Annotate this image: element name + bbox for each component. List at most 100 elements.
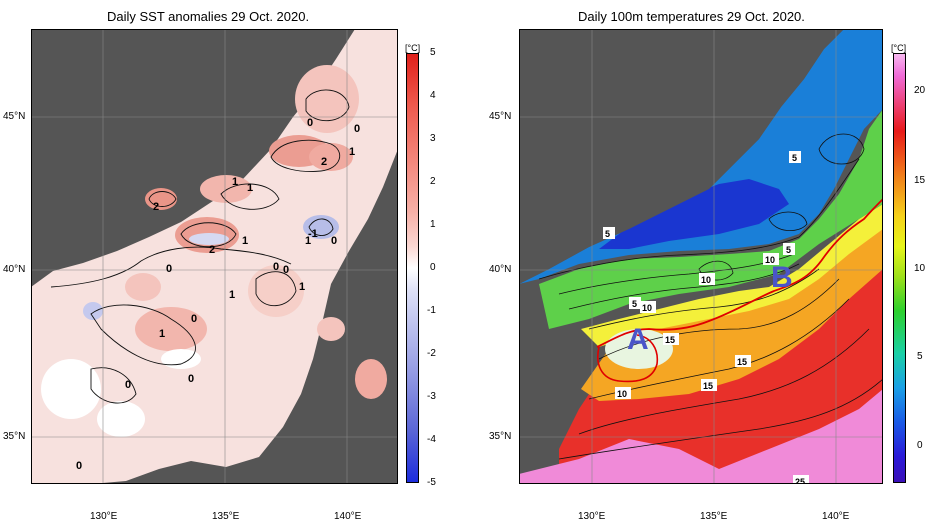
contour-label: 15 (737, 357, 747, 367)
left-lat-label: 35°N (3, 431, 26, 442)
contour-label: 5 (605, 229, 610, 239)
contour-label: 0 (307, 117, 313, 129)
contour-label: 0 (76, 460, 82, 472)
sst-anomaly-map: 0 0 2 1 1 1 2 2 1 1 0 0 -1 0 1 0 1 0 0 0 (31, 29, 398, 484)
contour-label: 0 (331, 235, 337, 247)
right-contour-labels: 5 5 5 10 10 5 10 15 15 15 10 20 25 (603, 151, 809, 484)
contour-label: 1 (159, 328, 165, 340)
anomaly-contours (50, 89, 350, 404)
contour-label: 1 (247, 182, 253, 194)
left-map-title: Daily SST anomalies 29 Oct. 2020. (107, 9, 310, 24)
contour-label-box: 10 (615, 387, 631, 399)
right-lon-label: 140°E (822, 511, 850, 522)
yellow-zone (581, 204, 883, 347)
contour-label: 0 (191, 313, 197, 325)
colorbar-label: 15 (914, 175, 926, 186)
contour-label-box: 10 (763, 253, 779, 265)
cold-zone (519, 29, 883, 284)
contour-label: 15 (703, 381, 713, 391)
colorbar-label: 0 (430, 262, 436, 273)
polar-front-line (596, 198, 883, 348)
region-label-a: A (627, 323, 649, 356)
contour-label: 1 (229, 289, 235, 301)
right-map-title: Daily 100m temperatures 29 Oct. 2020. (578, 9, 805, 24)
contour-label-box: 15 (735, 355, 751, 367)
contour-label-box: 15 (663, 333, 679, 345)
contour-label: 1 (299, 281, 305, 293)
contour-label: 1 (232, 176, 238, 188)
right-lon-label: 130°E (578, 511, 606, 522)
contour-label: 1 (349, 146, 355, 158)
colorbar-label: 10 (914, 263, 926, 274)
sst-anomaly-colorbar (406, 53, 419, 483)
temp-100m-colorbar (893, 53, 906, 483)
colorbar-label: 4 (430, 90, 436, 101)
right-lat-label: 45°N (489, 111, 512, 122)
contour-label-box: 10 (699, 273, 715, 285)
contour-label: 0 (188, 373, 194, 385)
left-lon-label: 130°E (90, 511, 118, 522)
colorbar-label: 2 (430, 176, 436, 187)
very-cold-zone (599, 179, 789, 249)
contour-label: 1 (305, 235, 311, 247)
right-colorbar-unit: [°C] (891, 43, 907, 53)
contour-label: 2 (153, 201, 159, 213)
contour-label: 5 (786, 245, 791, 255)
right-lon-label: 135°E (700, 511, 728, 522)
left-lat-label: 40°N (3, 264, 26, 275)
contour-label: 10 (765, 255, 775, 265)
contour-label: 1 (242, 235, 248, 247)
right-lat-label: 40°N (489, 264, 512, 275)
contour-label-box: 5 (603, 227, 615, 239)
contour-label: 5 (632, 299, 637, 309)
green-zone (539, 109, 883, 329)
warm-zone (559, 219, 883, 484)
contour-label: -1 (308, 228, 318, 240)
graticule (519, 29, 883, 484)
colorbar-label: 1 (430, 219, 436, 230)
contour-label: 2 (209, 244, 215, 256)
polar-front-loop (597, 334, 659, 383)
graticule (31, 29, 398, 484)
contour-label: 0 (166, 263, 172, 275)
contour-label: 10 (617, 389, 627, 399)
contour-label: 0 (125, 379, 131, 391)
contour-label: 0 (283, 264, 289, 276)
contour-label-box: 5 (783, 243, 795, 255)
contour-label-box: 25 (793, 475, 809, 484)
colorbar-label: -3 (427, 391, 436, 402)
colorbar-label: -5 (427, 477, 436, 488)
left-lon-label: 135°E (212, 511, 240, 522)
left-lat-label: 45°N (3, 111, 26, 122)
very-warm-zone (519, 389, 883, 484)
contour-label: 15 (665, 335, 675, 345)
temp-100m-map: 5 5 5 10 10 5 10 15 15 15 10 20 25 A B (519, 29, 883, 484)
left-lon-label: 140°E (334, 511, 362, 522)
colorbar-label: 5 (917, 351, 923, 362)
contour-label: 0 (273, 261, 279, 273)
negative-anomaly-patches (41, 215, 339, 437)
colorbar-label: 3 (430, 133, 436, 144)
contour-label: 10 (701, 275, 711, 285)
region-labels: A B (627, 261, 793, 356)
colorbar-label: 5 (430, 47, 436, 58)
contour-label: 10 (642, 303, 652, 313)
colorbar-label: -4 (427, 434, 436, 445)
colorbar-label: -2 (427, 348, 436, 359)
colorbar-label: -1 (427, 305, 436, 316)
left-colorbar-unit: [°C] (405, 43, 421, 53)
contour-label: 5 (792, 153, 797, 163)
colorbar-label: 0 (917, 440, 923, 451)
contour-label-box: 5 (789, 151, 801, 163)
right-lat-label: 35°N (489, 431, 512, 442)
contour-label: 2 (321, 156, 327, 168)
contour-label-box: 5 (629, 297, 641, 309)
contour-label-box: 10 (640, 301, 656, 313)
contour-label-box: 15 (701, 379, 717, 391)
colorbar-label: 20 (914, 85, 926, 96)
region-label-b: B (771, 261, 793, 294)
left-contour-labels: 0 0 2 1 1 1 2 2 1 1 0 0 -1 0 1 0 1 0 0 0 (76, 117, 360, 472)
land-north (519, 29, 844, 284)
contour-label: 0 (354, 123, 360, 135)
contour-label: 25 (795, 477, 805, 484)
